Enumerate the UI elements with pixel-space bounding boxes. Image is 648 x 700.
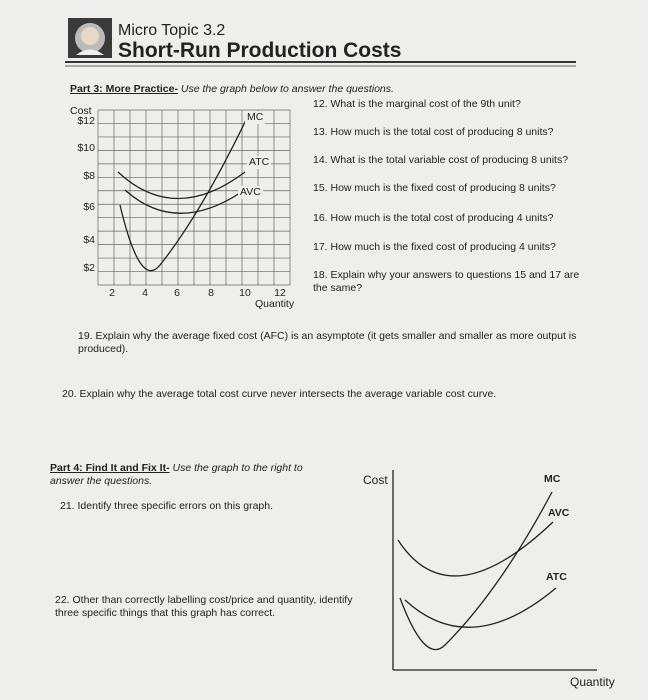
part3-heading: Part 3: More Practice- bbox=[70, 83, 178, 95]
mc-curve bbox=[399, 491, 553, 651]
y-tick-label: $8 bbox=[83, 170, 95, 182]
atc-curve bbox=[117, 171, 246, 199]
mc-curve bbox=[119, 119, 247, 272]
question: 18. Explain why your answers to question… bbox=[313, 269, 580, 294]
y-tick-label: $4 bbox=[83, 234, 95, 246]
x-tick-label: 2 bbox=[109, 287, 115, 299]
topic: Micro Topic 3.2 bbox=[118, 22, 226, 39]
y-tick-label: $10 bbox=[77, 142, 95, 154]
graph1-y-label: Cost bbox=[70, 105, 92, 117]
curve-label: AVC bbox=[238, 186, 263, 199]
part4-line: Part 4: Find It and Fix It- Use the grap… bbox=[50, 462, 330, 488]
curve-label: ATC bbox=[247, 156, 272, 169]
y-tick-label: $12 bbox=[77, 115, 95, 127]
x-tick-label: 10 bbox=[239, 287, 251, 299]
graph1-x-label: Quantity bbox=[255, 298, 295, 310]
curve-label: AVC bbox=[548, 507, 570, 519]
graph2-y-label: Cost bbox=[363, 473, 388, 487]
part3-instructions: Use the graph below to answer the questi… bbox=[180, 83, 394, 95]
logo-icon bbox=[68, 18, 112, 58]
graph1-curves bbox=[117, 119, 247, 272]
question: 16. How much is the total cost of produc… bbox=[313, 212, 554, 224]
question: 15. How much is the fixed cost of produc… bbox=[313, 182, 556, 194]
question: 17. How much is the fixed cost of produc… bbox=[313, 241, 556, 253]
atc-curve bbox=[404, 587, 557, 628]
y-tick-label: $2 bbox=[83, 262, 95, 274]
curve-label: MC bbox=[544, 473, 561, 485]
question: 14. What is the total variable cost of p… bbox=[313, 154, 569, 166]
x-tick-label: 8 bbox=[208, 287, 214, 299]
x-tick-label: 4 bbox=[142, 287, 148, 299]
avc-curve bbox=[397, 521, 554, 577]
x-tick-label: 6 bbox=[174, 287, 180, 299]
question: 12. What is the marginal cost of the 9th… bbox=[313, 98, 521, 110]
question-19: 19. Explain why the average fixed cost (… bbox=[78, 330, 577, 355]
curve-label: ATC bbox=[546, 571, 567, 583]
question-21: 21. Identify three specific errors on th… bbox=[60, 500, 274, 512]
curve-label: MC bbox=[245, 111, 266, 124]
title: Short-Run Production Costs bbox=[118, 39, 402, 62]
question-20: 20. Explain why the average total cost c… bbox=[62, 388, 497, 400]
graph2 bbox=[392, 470, 597, 671]
part3-line: Part 3: More Practice- Use the graph bel… bbox=[70, 83, 394, 96]
graph2-x-label: Quantity bbox=[570, 675, 615, 689]
question: 13. How much is the total cost of produc… bbox=[313, 126, 554, 138]
part4-heading: Part 4: Find It and Fix It- bbox=[50, 462, 170, 474]
y-tick-label: $6 bbox=[83, 201, 95, 213]
avc-curve bbox=[124, 189, 241, 214]
graph1-grid bbox=[97, 109, 291, 286]
x-tick-label: 12 bbox=[274, 287, 286, 299]
question-22: 22. Other than correctly labelling cost/… bbox=[55, 594, 353, 619]
part4-instructions: Use the graph to the right to answer the… bbox=[50, 462, 303, 487]
